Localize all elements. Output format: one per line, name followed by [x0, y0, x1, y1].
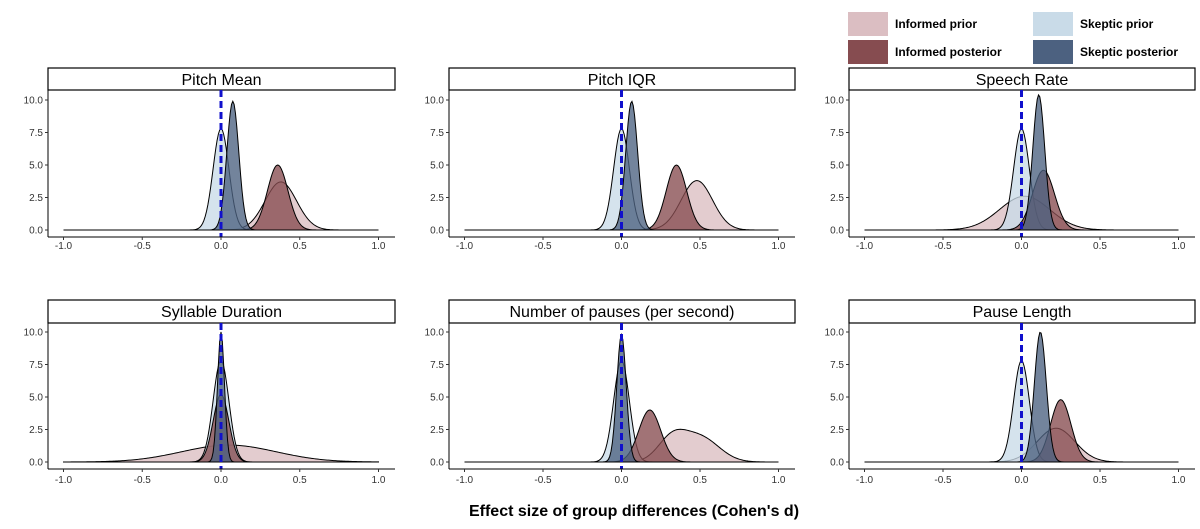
x-axis-title: Effect size of group differences (Cohen'…	[469, 503, 799, 520]
x-tick-label: 1.0	[772, 475, 786, 486]
y-tick-label: 2.5	[830, 425, 844, 436]
y-tick-label: 5.0	[830, 161, 844, 172]
x-tick-label: -1.0	[456, 475, 474, 486]
y-tick-label: 10.0	[825, 328, 845, 339]
facet-title: Pitch IQR	[588, 72, 656, 89]
x-tick-label: -0.5	[934, 241, 952, 252]
y-tick-label: 7.5	[430, 360, 444, 371]
facet-title: Pause Length	[973, 304, 1072, 321]
y-tick-label: 2.5	[29, 425, 43, 436]
y-tick-label: 0.0	[430, 226, 444, 237]
facet-title: Syllable Duration	[161, 304, 282, 321]
y-tick-label: 7.5	[29, 360, 43, 371]
x-tick-label: 0.5	[293, 475, 307, 486]
x-tick-label: -1.0	[456, 241, 474, 252]
x-tick-label: 1.0	[772, 241, 786, 252]
y-tick-label: 0.0	[29, 458, 43, 469]
y-tick-label: 2.5	[430, 193, 444, 204]
x-tick-label: -0.5	[534, 241, 552, 252]
legend-swatch-skeptic-posterior	[1033, 40, 1073, 64]
x-tick-label: -1.0	[856, 475, 874, 486]
panel-syllable-duration: Syllable Duration 0.0 2.5 5.0 7.5 10.0 -1.0 -0.…	[24, 299, 396, 486]
y-tick-label: 10.0	[24, 96, 44, 107]
y-tick-label: 2.5	[430, 425, 444, 436]
legend-swatch-informed-posterior	[848, 40, 888, 64]
y-tick-label: 0.0	[830, 226, 844, 237]
legend-label: Informed posterior	[895, 45, 1002, 59]
x-tick-label: -1.0	[55, 241, 73, 252]
x-tick-label: 1.0	[1172, 241, 1186, 252]
legend: Informed prior Skeptic prior Informed post…	[848, 12, 1178, 64]
y-tick-label: 5.0	[830, 393, 844, 404]
x-tick-label: 0.0	[615, 241, 629, 252]
panel-pause-length: Pause Length 0.0 2.5 5.0 7.5 10.0 -1.0 -0.5 0.0 0…	[825, 299, 1196, 486]
panel-pitch-iqr: Pitch IQR 0.0 2.5 5.0 7.5 10.0 -1.0 -0.5 0.0 0.5 1…	[425, 67, 796, 252]
y-tick-label: 10.0	[425, 96, 445, 107]
facet-title: Speech Rate	[976, 72, 1069, 89]
x-tick-label: 0.5	[693, 241, 707, 252]
x-tick-label: -0.5	[134, 475, 152, 486]
y-tick-label: 5.0	[29, 393, 43, 404]
x-tick-label: -0.5	[534, 475, 552, 486]
y-tick-label: 0.0	[29, 226, 43, 237]
x-tick-label: 0.0	[615, 475, 629, 486]
y-tick-label: 7.5	[430, 128, 444, 139]
x-tick-label: 0.0	[1015, 475, 1029, 486]
x-tick-label: 1.0	[372, 475, 386, 486]
y-tick-label: 5.0	[430, 161, 444, 172]
y-tick-label: 10.0	[425, 328, 445, 339]
x-tick-label: -0.5	[934, 475, 952, 486]
y-tick-label: 7.5	[29, 128, 43, 139]
y-tick-label: 0.0	[830, 458, 844, 469]
y-tick-label: 5.0	[29, 161, 43, 172]
y-tick-label: 0.0	[430, 458, 444, 469]
y-tick-label: 7.5	[830, 360, 844, 371]
chart-panels: Pitch Mean 0.0 2.5 5.0 7.5 10.0 -1.0 -0.5 0.0 0.5…	[24, 67, 1196, 486]
legend-label: Informed prior	[895, 17, 977, 31]
panel-speech-rate: Speech Rate 0.0 2.5 5.0 7.5 10.0 -1.0 -0.5 0.0 0.…	[825, 67, 1196, 252]
x-tick-label: -0.5	[134, 241, 152, 252]
x-tick-label: 1.0	[1172, 475, 1186, 486]
facet-title: Number of pauses (per second)	[510, 304, 735, 321]
density-skeptic-posterior	[464, 332, 779, 463]
panel-number-of-pauses-per-second: Number of pauses (per second) 0.0 2.5 5.0 7.…	[425, 299, 796, 486]
x-tick-label: 0.0	[214, 241, 228, 252]
y-tick-label: 10.0	[24, 328, 44, 339]
y-tick-label: 7.5	[830, 128, 844, 139]
x-tick-label: 0.5	[1093, 475, 1107, 486]
x-tick-label: 0.0	[1015, 241, 1029, 252]
x-tick-label: 0.5	[293, 241, 307, 252]
x-tick-label: -1.0	[856, 241, 874, 252]
y-tick-label: 2.5	[29, 193, 43, 204]
y-tick-label: 10.0	[825, 96, 845, 107]
x-tick-label: -1.0	[55, 475, 73, 486]
x-tick-label: 1.0	[372, 241, 386, 252]
legend-swatch-informed-prior	[848, 12, 888, 36]
legend-swatch-skeptic-prior	[1033, 12, 1073, 36]
x-tick-label: 0.0	[214, 475, 228, 486]
facet-title: Pitch Mean	[181, 72, 261, 89]
x-tick-label: 0.5	[1093, 241, 1107, 252]
density-skeptic-posterior	[63, 100, 379, 231]
legend-label: Skeptic prior	[1080, 17, 1154, 31]
legend-label: Skeptic posterior	[1080, 45, 1178, 59]
panel-pitch-mean: Pitch Mean 0.0 2.5 5.0 7.5 10.0 -1.0 -0.5 0.0 0.5…	[24, 67, 396, 252]
x-tick-label: 0.5	[693, 475, 707, 486]
y-tick-label: 2.5	[830, 193, 844, 204]
y-tick-label: 5.0	[430, 393, 444, 404]
